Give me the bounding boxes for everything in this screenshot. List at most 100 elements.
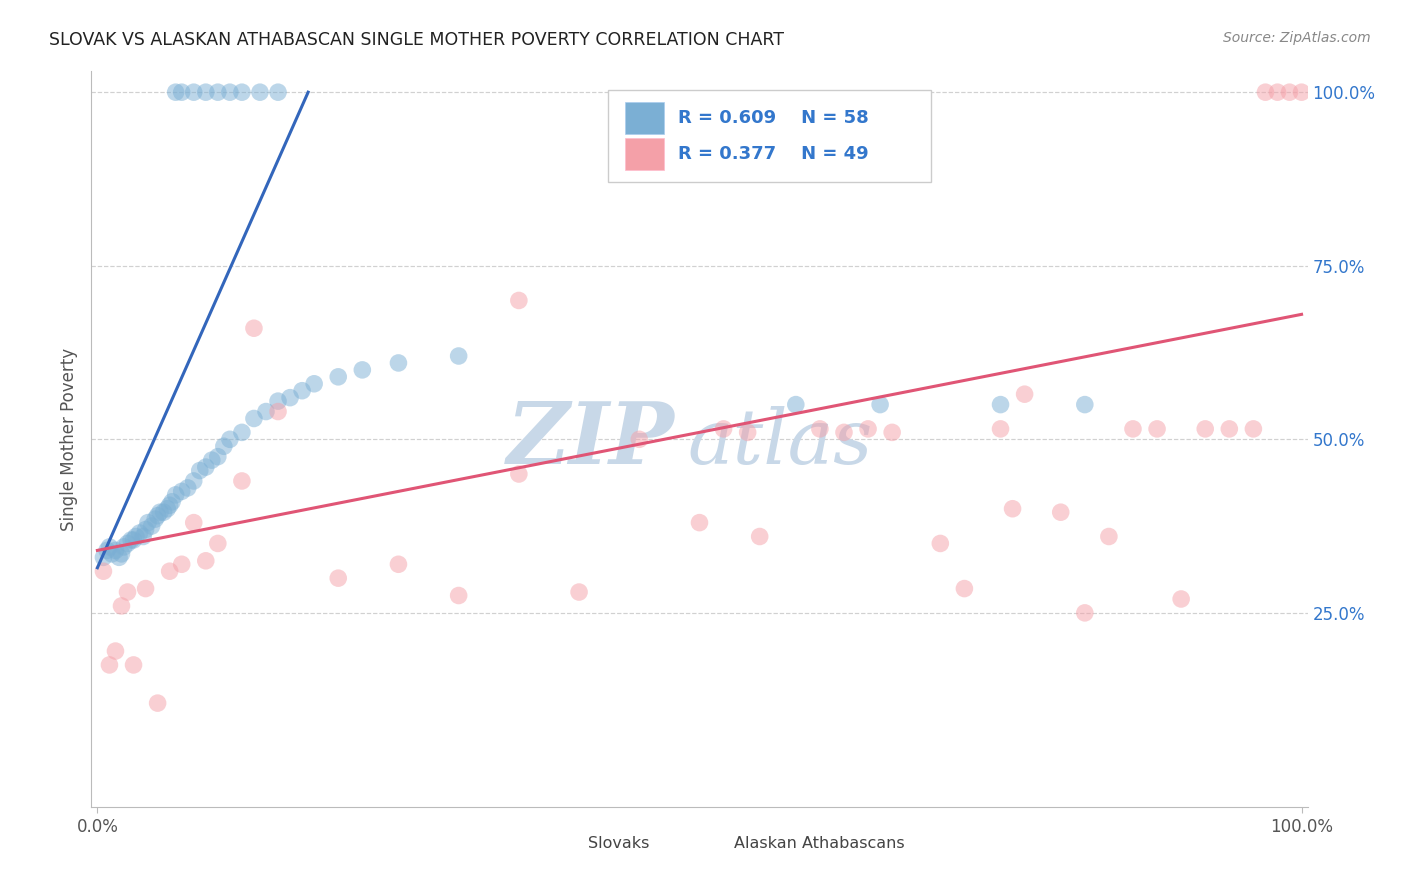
Point bbox=[1278, 85, 1301, 99]
Point bbox=[156, 501, 179, 516]
Point bbox=[231, 85, 253, 99]
Point bbox=[125, 529, 148, 543]
Point bbox=[117, 536, 139, 550]
Point bbox=[1194, 422, 1216, 436]
Text: atlas: atlas bbox=[688, 406, 873, 480]
Point bbox=[170, 85, 193, 99]
Point bbox=[328, 571, 350, 585]
Text: Source: ZipAtlas.com: Source: ZipAtlas.com bbox=[1223, 31, 1371, 45]
Point bbox=[1170, 592, 1192, 607]
Text: R = 0.609    N = 58: R = 0.609 N = 58 bbox=[678, 109, 869, 127]
Point bbox=[1254, 85, 1277, 99]
Point bbox=[737, 425, 759, 440]
Point bbox=[352, 363, 374, 377]
Point bbox=[110, 599, 132, 613]
Point bbox=[267, 394, 290, 409]
Point bbox=[929, 536, 952, 550]
Point bbox=[122, 533, 145, 547]
Point bbox=[188, 464, 211, 478]
Point bbox=[146, 696, 169, 710]
Point bbox=[96, 543, 118, 558]
FancyBboxPatch shape bbox=[626, 102, 664, 134]
Point bbox=[243, 411, 266, 425]
Point bbox=[170, 484, 193, 499]
Point bbox=[98, 540, 121, 554]
Point bbox=[108, 550, 131, 565]
Point bbox=[1001, 501, 1024, 516]
Point bbox=[748, 529, 770, 543]
Point bbox=[110, 547, 132, 561]
Point bbox=[990, 398, 1012, 412]
Point bbox=[183, 516, 205, 530]
Point bbox=[447, 589, 470, 603]
Point bbox=[117, 585, 139, 599]
Point bbox=[207, 536, 229, 550]
Point bbox=[135, 523, 157, 537]
Point bbox=[990, 422, 1012, 436]
Point bbox=[1049, 505, 1071, 519]
Point bbox=[159, 564, 181, 578]
Text: R = 0.377    N = 49: R = 0.377 N = 49 bbox=[678, 145, 869, 162]
Point bbox=[243, 321, 266, 335]
Point bbox=[254, 404, 277, 418]
Point bbox=[856, 422, 879, 436]
Point bbox=[1218, 422, 1240, 436]
Point bbox=[249, 85, 271, 99]
Point bbox=[104, 543, 127, 558]
Point bbox=[165, 488, 187, 502]
Point bbox=[387, 558, 409, 572]
Text: SLOVAK VS ALASKAN ATHABASCAN SINGLE MOTHER POVERTY CORRELATION CHART: SLOVAK VS ALASKAN ATHABASCAN SINGLE MOTH… bbox=[49, 31, 785, 49]
Point bbox=[278, 391, 301, 405]
Point bbox=[128, 526, 150, 541]
Text: Slovaks: Slovaks bbox=[588, 836, 650, 851]
Point bbox=[832, 425, 855, 440]
Point bbox=[218, 85, 240, 99]
Point bbox=[201, 453, 224, 467]
FancyBboxPatch shape bbox=[609, 90, 931, 182]
Point bbox=[101, 547, 124, 561]
Point bbox=[302, 376, 325, 391]
Point bbox=[207, 450, 229, 464]
Point bbox=[170, 558, 193, 572]
Point bbox=[135, 582, 157, 596]
Point bbox=[231, 425, 253, 440]
Point bbox=[112, 540, 135, 554]
Point bbox=[104, 644, 127, 658]
Point bbox=[93, 550, 115, 565]
Point bbox=[882, 425, 904, 440]
Point bbox=[165, 85, 187, 99]
FancyBboxPatch shape bbox=[553, 826, 582, 852]
Y-axis label: Single Mother Poverty: Single Mother Poverty bbox=[59, 348, 77, 531]
FancyBboxPatch shape bbox=[699, 826, 727, 852]
Point bbox=[183, 85, 205, 99]
Point bbox=[149, 505, 172, 519]
Point bbox=[1122, 422, 1144, 436]
Point bbox=[146, 508, 169, 523]
Point bbox=[93, 564, 115, 578]
Point bbox=[1014, 387, 1036, 401]
Point bbox=[231, 474, 253, 488]
Point bbox=[207, 85, 229, 99]
Point bbox=[689, 516, 711, 530]
Point bbox=[1291, 85, 1313, 99]
Point bbox=[267, 85, 290, 99]
Point bbox=[141, 519, 163, 533]
Point bbox=[218, 433, 240, 447]
Text: ZIP: ZIP bbox=[508, 398, 675, 481]
Point bbox=[183, 474, 205, 488]
Point bbox=[122, 657, 145, 672]
Point bbox=[387, 356, 409, 370]
Point bbox=[98, 657, 121, 672]
Point bbox=[177, 481, 200, 495]
Point bbox=[267, 404, 290, 418]
Point bbox=[132, 529, 155, 543]
Point bbox=[1267, 85, 1289, 99]
Point bbox=[785, 398, 807, 412]
Point bbox=[628, 433, 651, 447]
Point bbox=[160, 495, 183, 509]
Point bbox=[953, 582, 976, 596]
Point bbox=[212, 439, 235, 453]
Point bbox=[869, 398, 891, 412]
Point bbox=[1241, 422, 1264, 436]
Point bbox=[328, 369, 350, 384]
